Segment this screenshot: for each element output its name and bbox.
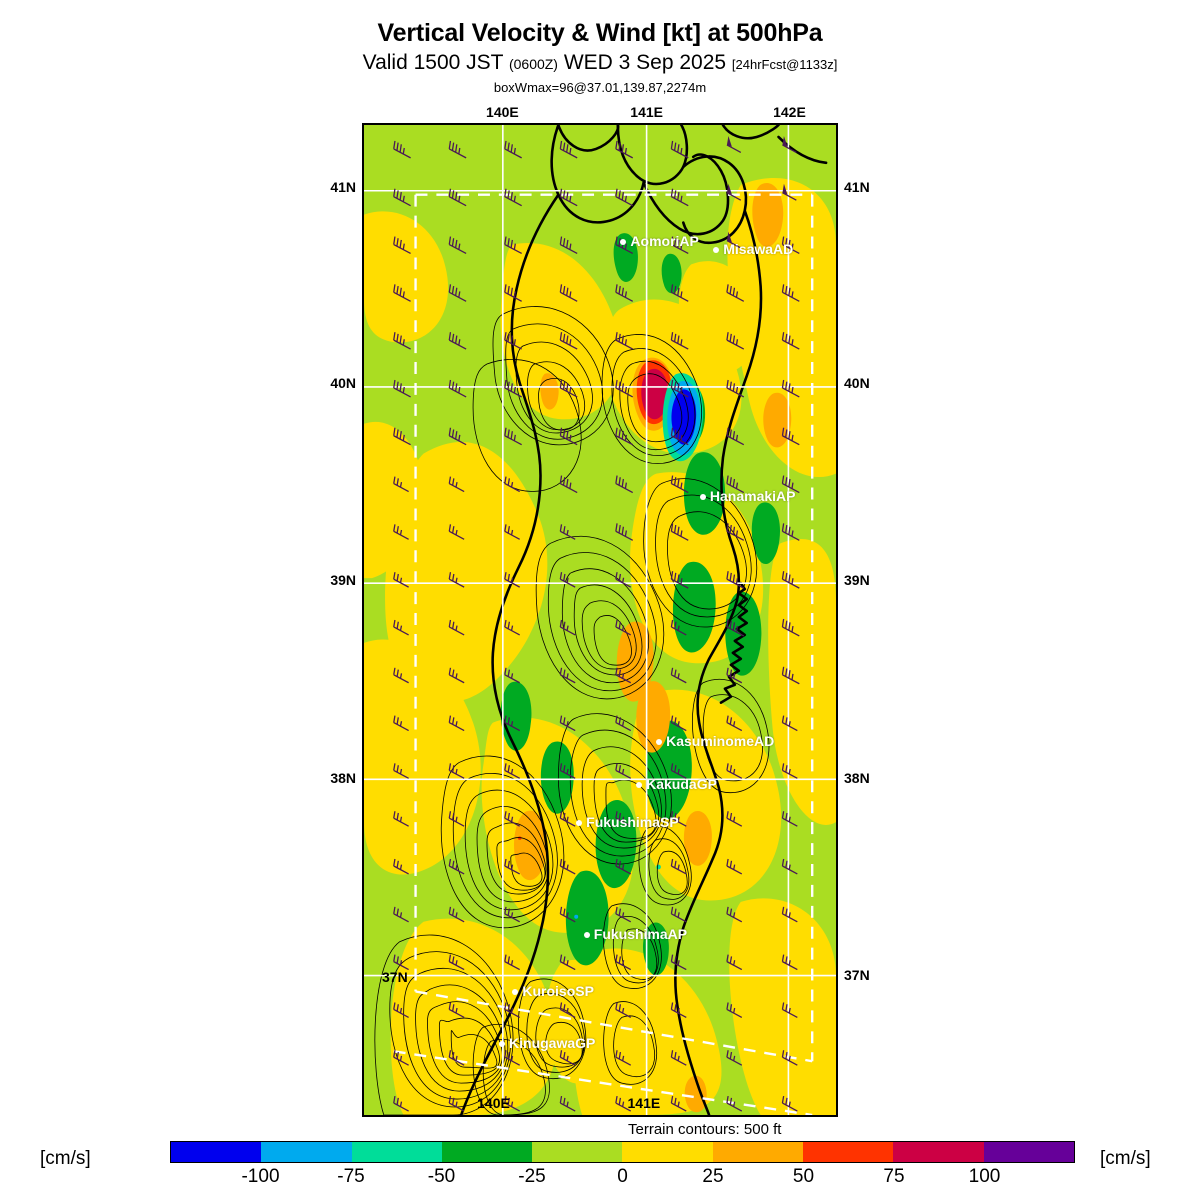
colorbar-tick-5: 25 [702,1166,724,1187]
colorbar-segment-4 [532,1142,623,1162]
colorbar-segment-0 [171,1142,262,1162]
station-label: KakudaGP [646,776,717,793]
colorbar-segment-1 [261,1142,352,1162]
lat-label-left-3: 38N [330,770,356,787]
lat-label-right-0: 41N [844,178,870,195]
lon-label-top-2: 142E [773,104,806,120]
colorbar-tick-1: -75 [337,1166,365,1187]
valid-time-prefix: Valid 1500 JST [362,51,509,74]
colorbar-tick-6: 50 [792,1166,815,1187]
colorbar-segment-6 [712,1142,804,1162]
colorbar-tick-8: 100 [968,1166,1001,1187]
station-marker[interactable] [499,1041,506,1048]
colorbar-tick-0: -100 [241,1166,280,1187]
lon-label-top-1: 141E [630,104,663,120]
terrain-contour-caption: Terrain contours: 500 ft [628,1121,782,1138]
colorbar-tick-3: -25 [518,1166,546,1187]
title-block: Vertical Velocity & Wind [kt] at 500hPa … [0,18,1200,96]
valid-time-date: WED 3 Sep 2025 [557,51,732,74]
lat-label-right-2: 39N [844,572,870,589]
colorbar-segment-9 [983,1142,1074,1162]
boxwmax-annotation: boxWmax=96@37.01,139.87,2274m [493,80,707,95]
colorbar[interactable] [170,1141,1075,1163]
station-label: MisawaAD [723,241,794,258]
colorbar-tick-2: -50 [427,1166,456,1187]
station-label: KuroisoSP [522,982,594,999]
lat-label-left-2: 39N [330,572,356,589]
station-marker[interactable] [656,739,663,746]
station-marker[interactable] [583,932,590,939]
lat-label-right-1: 40N [844,375,870,392]
station-label: FukushimaAP [593,926,688,943]
valid-time-line: Valid 1500 JST (0600Z) WED 3 Sep 2025 [2… [0,50,1200,78]
lat-label-37n-inner: 37N [382,968,408,985]
forecast-tag: [24hrFcst@1133z] [731,57,838,72]
station-marker[interactable] [576,819,583,826]
lat-label-right-3: 38N [844,770,870,787]
station-label: FukushimaSP [586,813,679,830]
colorbar-segment-8 [893,1142,984,1162]
station-marker[interactable] [713,247,720,254]
colorbar-tick-4: 0 [617,1166,628,1187]
colorbar-segment-3 [441,1142,533,1162]
lon-label-bottom-1: 141E [627,1095,661,1111]
lat-label-left-1: 40N [330,375,356,392]
colorbar-segment-7 [803,1142,894,1162]
station-label: AomoriAP [630,233,699,250]
colorbar-segment-2 [351,1142,442,1162]
station-label: KasuminomeAD [666,733,775,750]
colorbar-unit-left: [cm/s] [40,1148,91,1169]
lon-label-bottom-0: 140E [477,1095,510,1111]
lon-label-top-0: 140E [486,104,519,120]
lat-label-left-0: 41N [330,178,356,195]
station-label: KinugawaGP [509,1035,596,1052]
page-title: Vertical Velocity & Wind [kt] at 500hPa [377,19,823,47]
station-marker[interactable] [512,988,519,995]
colorbar-tick-7: 75 [883,1166,905,1187]
valid-time-utc: (0600Z) [508,56,558,72]
station-marker[interactable] [620,239,627,246]
station-label: HanamakiAP [709,487,796,504]
lat-label-right-4: 37N [844,966,870,983]
colorbar-unit-right: [cm/s] [1100,1148,1151,1169]
weather-map[interactable]: AomoriAP MisawaAD HanamakiAP KasuminomeAD Ka… [362,123,838,1117]
map-canvas [364,125,836,1115]
station-marker[interactable] [699,493,706,500]
station-marker[interactable] [636,782,643,789]
colorbar-segment-5 [622,1142,713,1162]
